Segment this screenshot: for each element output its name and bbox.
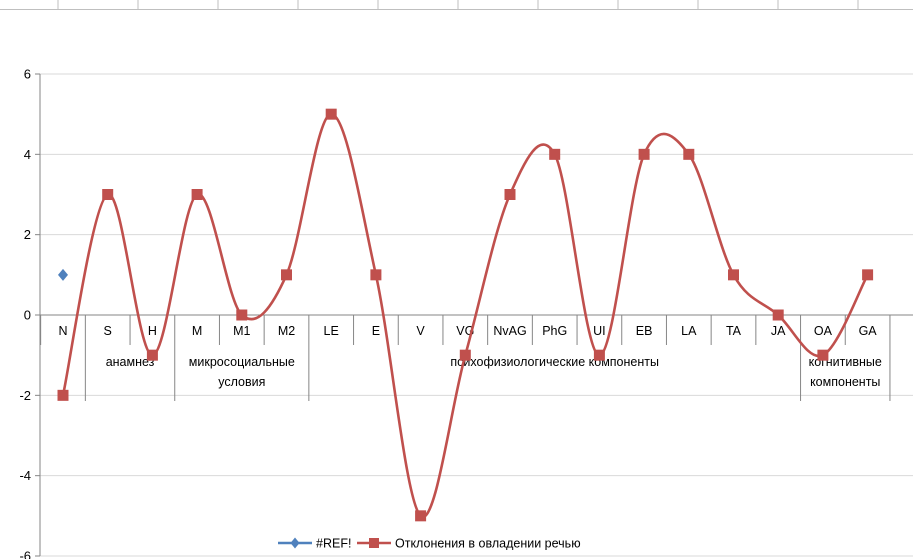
y-tick-label: 0 xyxy=(24,308,31,323)
data-point xyxy=(325,108,337,120)
group-label: психофизиологические компоненты xyxy=(450,355,659,369)
series-layer xyxy=(57,108,874,522)
data-point xyxy=(772,309,784,321)
data-point xyxy=(593,349,605,361)
data-point xyxy=(102,189,114,200)
data-point xyxy=(370,269,382,281)
data-point xyxy=(58,268,68,281)
group-label: компоненты xyxy=(810,375,880,389)
data-point xyxy=(862,269,874,281)
data-point xyxy=(146,349,158,361)
y-tick-label: -2 xyxy=(19,388,31,403)
top-axis-stub xyxy=(0,0,913,10)
legend-marker xyxy=(369,538,379,548)
data-point xyxy=(57,389,69,401)
category-label: M xyxy=(192,324,202,338)
category-label: NvAG xyxy=(493,324,526,338)
category-label: V xyxy=(416,324,425,338)
y-tick-label: 6 xyxy=(24,67,31,82)
legend-label: #REF! xyxy=(316,537,351,551)
data-point xyxy=(728,269,739,281)
y-tick-label: 2 xyxy=(24,227,31,242)
category-label: M2 xyxy=(278,324,295,338)
category-label: E xyxy=(372,324,380,338)
category-label: UI xyxy=(593,324,606,338)
y-tick-label: -4 xyxy=(19,468,31,483)
data-point xyxy=(504,189,516,200)
series-line xyxy=(61,112,869,519)
category-label: H xyxy=(148,324,157,338)
group-label: микросоциальные xyxy=(189,355,295,369)
category-label: GA xyxy=(859,324,878,338)
y-tick-label: 4 xyxy=(24,147,31,162)
category-label: LE xyxy=(324,324,339,338)
data-point xyxy=(236,309,248,321)
category-label: JA xyxy=(771,324,786,338)
y-tick-label: -6 xyxy=(19,549,31,559)
data-point xyxy=(817,349,829,361)
data-point xyxy=(415,510,427,522)
category-label: S xyxy=(104,324,112,338)
gridlines xyxy=(40,73,913,557)
data-point xyxy=(683,148,695,160)
category-label: OA xyxy=(814,324,833,338)
data-point xyxy=(638,148,650,160)
data-point xyxy=(191,189,203,200)
legend-marker xyxy=(290,537,300,549)
category-groups: анамнез микросоциальные условия психофизиол… xyxy=(84,345,891,401)
data-point xyxy=(549,148,561,160)
category-label: TA xyxy=(726,324,742,338)
data-point xyxy=(281,269,292,281)
y-axis-ticks: -6 -4 -2 0 2 4 6 xyxy=(19,67,41,559)
category-label: M1 xyxy=(233,324,250,338)
group-label: условия xyxy=(218,375,265,389)
legend-label: Отклонения в овладении речью xyxy=(395,537,581,551)
group-label: анамнез xyxy=(106,355,155,369)
category-label: EB xyxy=(636,324,653,338)
category-label: LA xyxy=(681,324,697,338)
data-point xyxy=(459,349,471,361)
category-label: PhG xyxy=(542,324,567,338)
category-label: N xyxy=(58,324,67,338)
legend: #REF! Отклонения в овладении речью xyxy=(278,537,581,551)
